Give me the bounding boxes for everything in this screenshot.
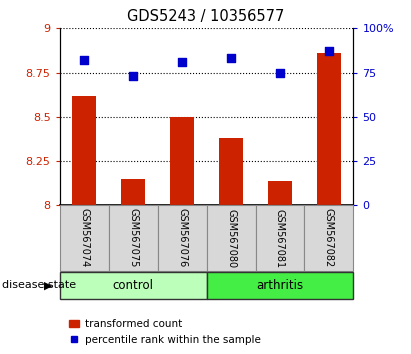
Text: control: control xyxy=(113,279,154,292)
Text: GSM567082: GSM567082 xyxy=(324,209,334,268)
Point xyxy=(179,59,185,65)
Legend: transformed count, percentile rank within the sample: transformed count, percentile rank withi… xyxy=(65,315,265,349)
Text: GSM567074: GSM567074 xyxy=(79,209,89,268)
Bar xyxy=(206,205,256,271)
Point xyxy=(326,48,332,54)
Text: GDS5243 / 10356577: GDS5243 / 10356577 xyxy=(127,9,284,24)
Point xyxy=(81,57,88,63)
Text: GSM567081: GSM567081 xyxy=(275,209,285,268)
Text: arthritis: arthritis xyxy=(256,279,304,292)
Point xyxy=(130,73,136,79)
Text: GSM567075: GSM567075 xyxy=(128,209,138,268)
Bar xyxy=(170,117,194,205)
Bar xyxy=(60,205,109,271)
Bar xyxy=(60,272,206,299)
Bar xyxy=(317,53,341,205)
Bar xyxy=(206,272,353,299)
Point xyxy=(228,56,234,61)
Bar xyxy=(109,205,157,271)
Bar xyxy=(305,205,353,271)
Point xyxy=(277,70,283,75)
Text: GSM567080: GSM567080 xyxy=(226,209,236,268)
Bar xyxy=(219,138,243,205)
Text: GSM567076: GSM567076 xyxy=(177,209,187,268)
Text: disease state: disease state xyxy=(2,280,76,290)
Text: ▶: ▶ xyxy=(44,280,53,290)
Bar xyxy=(72,96,96,205)
Bar xyxy=(268,181,292,205)
Bar xyxy=(157,205,206,271)
Bar xyxy=(256,205,305,271)
Bar xyxy=(121,179,145,205)
